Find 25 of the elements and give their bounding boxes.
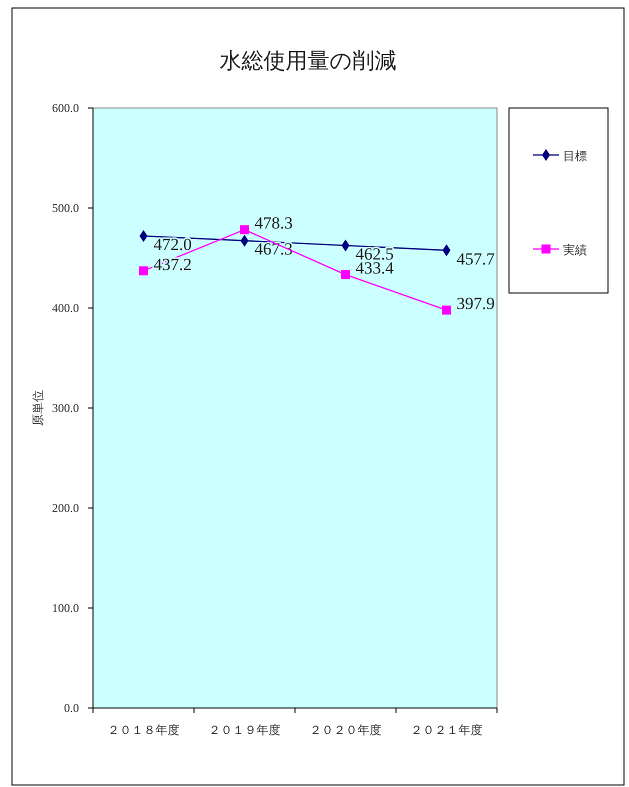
y-axis-title: 原単位	[31, 390, 45, 426]
y-tick-label: 100.0	[52, 601, 79, 615]
legend-label: 実績	[563, 243, 587, 257]
y-tick-label: 500.0	[52, 201, 79, 215]
point	[139, 266, 148, 276]
chart-title: 水総使用量の削減	[220, 49, 396, 74]
y-tick-label: 400.0	[52, 301, 79, 315]
x-tick-label: ２０２１年度	[410, 723, 482, 737]
data-label: 397.9	[456, 294, 495, 314]
y-tick-label: 0.0	[64, 701, 79, 715]
data-label: 467.3	[254, 240, 293, 259]
data-label: 472.0	[154, 235, 192, 254]
y-tick-label: 600.0	[52, 101, 79, 115]
x-tick-label: ２０１８年度	[108, 723, 180, 737]
x-tick-label: ２０２０年度	[310, 723, 382, 737]
point	[442, 306, 451, 315]
point	[240, 225, 249, 234]
data-label: 437.2	[154, 254, 192, 274]
data-label: 457.7	[456, 249, 496, 268]
x-tick-label: ２０１９年度	[208, 723, 280, 737]
y-tick-label: 300.0	[52, 401, 79, 415]
data-label: 478.3	[254, 214, 293, 233]
point	[341, 270, 350, 280]
legend-label: 目標	[563, 149, 587, 163]
y-tick-label: 200.0	[52, 501, 79, 515]
